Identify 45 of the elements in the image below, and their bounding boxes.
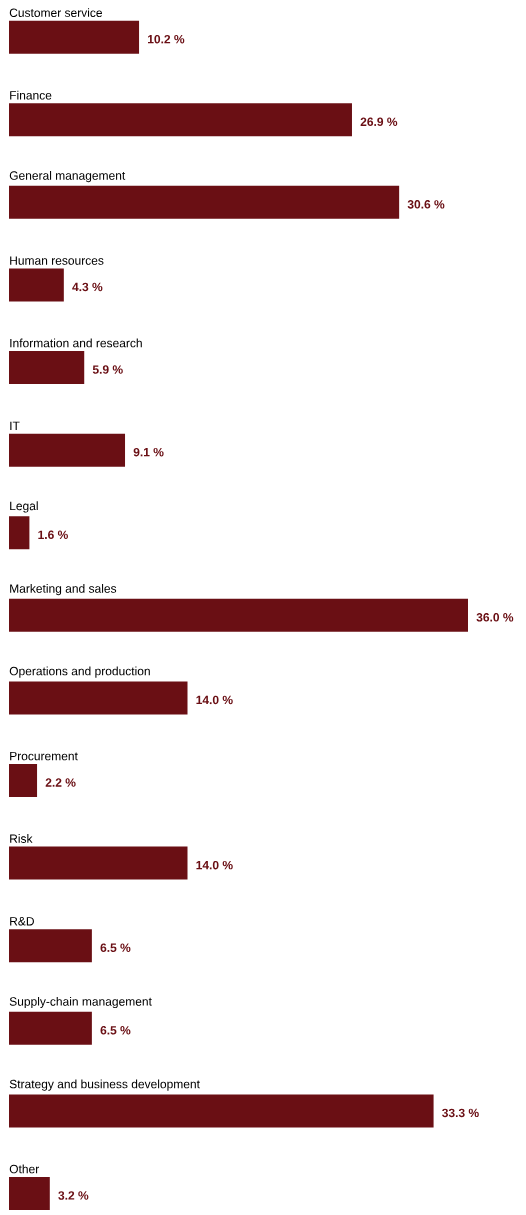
bar <box>9 20 140 54</box>
bar <box>9 1177 50 1210</box>
bar <box>9 929 92 963</box>
data-label: 10.2 % <box>148 34 185 44</box>
bar <box>9 1094 434 1128</box>
bar <box>9 268 64 302</box>
y-tick-label: Customer service <box>9 8 102 17</box>
y-tick-label: Supply-chain management <box>9 996 152 1009</box>
bar <box>9 598 468 632</box>
data-label: 33.3 % <box>442 1108 479 1118</box>
y-tick-label: Procurement <box>10 751 78 761</box>
y-tick-label: Marketing and sales <box>10 583 117 596</box>
y-tick-label: Other <box>9 1164 40 1174</box>
data-label: 1.6 % <box>38 530 68 539</box>
bar <box>9 516 30 550</box>
y-tick-label: Operations and production <box>9 666 150 678</box>
data-label: 6.5 % <box>100 943 131 952</box>
data-label: 14.0 % <box>196 695 233 705</box>
data-label: 4.3 % <box>72 282 103 292</box>
y-tick-label: R&D <box>10 917 34 926</box>
y-tick-label: Information and research <box>10 338 142 348</box>
bar <box>9 846 188 880</box>
data-label: 2.2 % <box>45 778 76 787</box>
y-tick-label: Finance <box>10 90 52 100</box>
y-tick-label: General management <box>9 170 126 183</box>
bar <box>9 351 85 385</box>
y-tick-label: Strategy and business development <box>9 1079 200 1091</box>
data-label: 5.9 % <box>92 365 123 374</box>
bar <box>9 103 352 137</box>
data-label: 3.2 % <box>58 1191 89 1200</box>
data-label: 6.5 % <box>100 1026 131 1035</box>
y-tick-label: Human resources <box>10 256 104 265</box>
bar <box>9 185 400 219</box>
data-label: 36.0 % <box>476 613 514 622</box>
y-tick-label: IT <box>10 421 20 430</box>
y-tick-label: Legal <box>10 501 38 513</box>
data-label: 26.9 % <box>360 117 398 127</box>
bar <box>9 1011 92 1045</box>
bar <box>9 681 188 715</box>
y-tick-label: Risk <box>10 834 33 843</box>
data-label: 14.0 % <box>196 860 233 870</box>
data-label: 30.6 % <box>407 200 445 209</box>
bar <box>9 433 126 467</box>
bar <box>9 764 38 798</box>
data-label: 9.1 % <box>133 447 164 457</box>
